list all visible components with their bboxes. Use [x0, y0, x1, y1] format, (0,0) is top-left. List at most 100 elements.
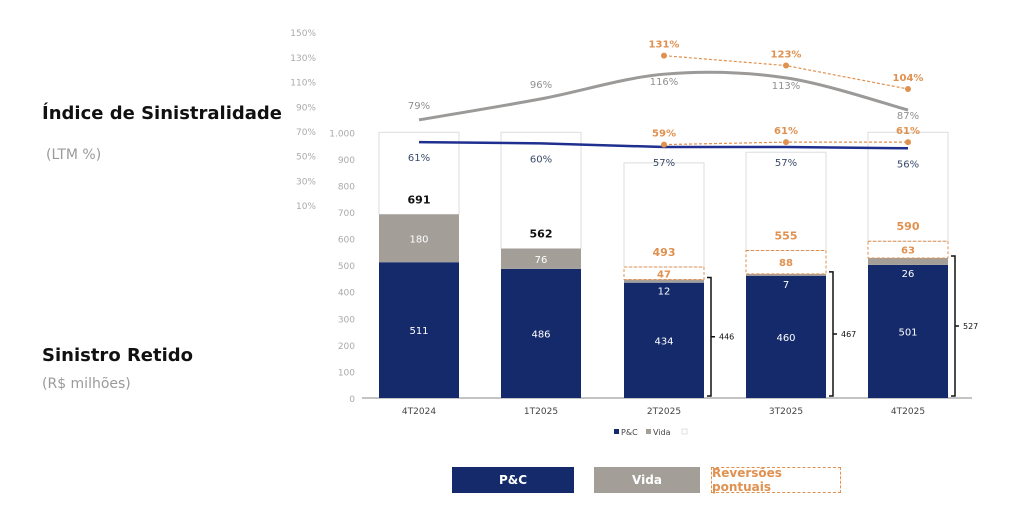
pc-bar-segment: [868, 264, 948, 398]
vida-bar-segment: [379, 214, 459, 263]
bracket-label: 446: [719, 333, 734, 342]
claims-title: Sinistro Retido: [42, 345, 194, 366]
legend-blank-swatch: [681, 428, 688, 435]
reversal-bar-segment: [745, 250, 827, 275]
pc-value-label: 434: [654, 336, 673, 347]
ex-reversal-point: [905, 86, 911, 93]
ex-reversal-point: [661, 52, 667, 59]
legend-pc-swatch: [614, 429, 619, 434]
ex-reversal-label: 104%: [893, 73, 924, 84]
blank-bar-segment: [745, 151, 827, 252]
legend-vida-label: Vida: [653, 428, 671, 437]
x-tick-label: 3T2025: [769, 407, 803, 417]
bracket: [707, 276, 715, 397]
ex-reversal-label: 61%: [774, 126, 798, 137]
vida-value-label: 76: [535, 255, 548, 266]
pct-y-tick: 30%: [296, 177, 316, 187]
pc-bar-segment: [624, 282, 704, 398]
pc-ratio-label: 56%: [897, 159, 919, 170]
reversal-value-label: 88: [779, 258, 793, 269]
vida-ratio-label: 79%: [408, 101, 430, 112]
pc-value-label: 511: [409, 326, 428, 337]
index-title: Índice de Sinistralidade: [42, 103, 282, 124]
bracket-label: 467: [841, 330, 856, 339]
bar-y-tick: 400: [338, 289, 355, 299]
vida-value-label: 7: [783, 280, 789, 291]
vida-bar-segment: [624, 279, 704, 283]
pct-y-tick: 110%: [290, 79, 316, 89]
reversal-bar-segment: [623, 266, 705, 280]
pc-bar-segment: [501, 268, 581, 398]
bar-y-tick: 300: [338, 315, 355, 325]
legend-pc-label: P&C: [621, 428, 638, 437]
pc-value-label: 486: [531, 329, 550, 340]
bar-y-tick: 1.000: [329, 129, 355, 139]
ex-reversal-point: [783, 139, 789, 146]
pc-ratio-label: 61%: [408, 153, 430, 164]
blank-bar-segment: [378, 131, 460, 215]
pc-ratio-label: 57%: [775, 158, 797, 169]
blank-bar-segment: [500, 131, 582, 250]
total-label: 493: [653, 246, 676, 259]
pc-ratio-label: 57%: [653, 158, 675, 169]
bar-y-tick: 900: [338, 156, 355, 166]
pct-y-tick: 150%: [290, 29, 316, 39]
bar-y-tick: 800: [338, 182, 355, 192]
total-label: 691: [408, 193, 431, 206]
reversal-value-label: 47: [657, 269, 671, 280]
pct-y-tick: 130%: [290, 54, 316, 64]
pct-y-tick: 90%: [296, 103, 316, 113]
bar-y-tick: 600: [338, 236, 355, 246]
blank-bar-segment: [867, 131, 949, 242]
pc-value-label: 501: [898, 327, 917, 338]
vida-value-label: 12: [658, 287, 671, 298]
claims-subtitle: (R$ milhões): [42, 376, 131, 392]
bracket: [829, 271, 837, 397]
bar-y-tick: 500: [338, 262, 355, 272]
x-tick-label: 2T2025: [647, 407, 681, 417]
legend-pc-button: P&C: [452, 467, 574, 493]
pc-bar-segment: [379, 262, 459, 398]
bar-y-tick: 700: [338, 209, 355, 219]
vida-ratio-label: 116%: [650, 77, 679, 88]
pct-y-tick: 10%: [296, 202, 316, 212]
vida-ratio-label: 87%: [897, 111, 919, 122]
vida-bar-segment: [868, 257, 948, 265]
legend-reversal-button: Reversões pontuais: [711, 466, 841, 494]
bracket-label: 527: [963, 322, 978, 331]
total-label: 555: [775, 230, 798, 243]
ex-reversal-label: 123%: [771, 50, 802, 61]
ex-reversal-point: [905, 139, 911, 146]
ex-reversal-label: 61%: [896, 126, 920, 137]
pct-y-tick: 70%: [296, 128, 316, 138]
index-subtitle: (LTM %): [46, 147, 102, 163]
legend-vida-swatch: [646, 429, 651, 434]
vida-bar-segment: [746, 273, 826, 276]
pc-bar-segment: [746, 275, 826, 398]
vida-ratio-line: [418, 70, 909, 122]
reversal-bar-segment: [867, 240, 949, 259]
vida-bar-segment: [501, 248, 581, 269]
vida-value-label: 26: [902, 269, 915, 280]
ex-reversal-label: 59%: [652, 129, 676, 140]
pc-value-label: 460: [776, 333, 795, 344]
bar-y-tick: 0: [349, 395, 355, 405]
blank-bar-segment: [623, 162, 705, 268]
ex-reversal-point: [661, 141, 667, 148]
vida-ratio-label: 113%: [772, 81, 801, 92]
total-label: 562: [530, 228, 553, 241]
vida-ratio-label: 96%: [530, 80, 552, 91]
x-tick-label: 4T2025: [891, 407, 925, 417]
pct-y-tick: 50%: [296, 153, 316, 163]
total-label: 590: [897, 220, 920, 233]
ex-reversal-point: [783, 62, 789, 69]
pc-ratio-label: 60%: [530, 154, 552, 165]
bar-y-tick: 100: [338, 368, 355, 378]
ex-reversal-label: 131%: [649, 40, 680, 51]
bracket: [951, 255, 959, 397]
reversal-value-label: 63: [901, 246, 915, 257]
legend-vida-button: Vida: [594, 467, 700, 493]
x-tick-label: 4T2024: [402, 407, 436, 417]
bar-y-tick: 200: [338, 342, 355, 352]
